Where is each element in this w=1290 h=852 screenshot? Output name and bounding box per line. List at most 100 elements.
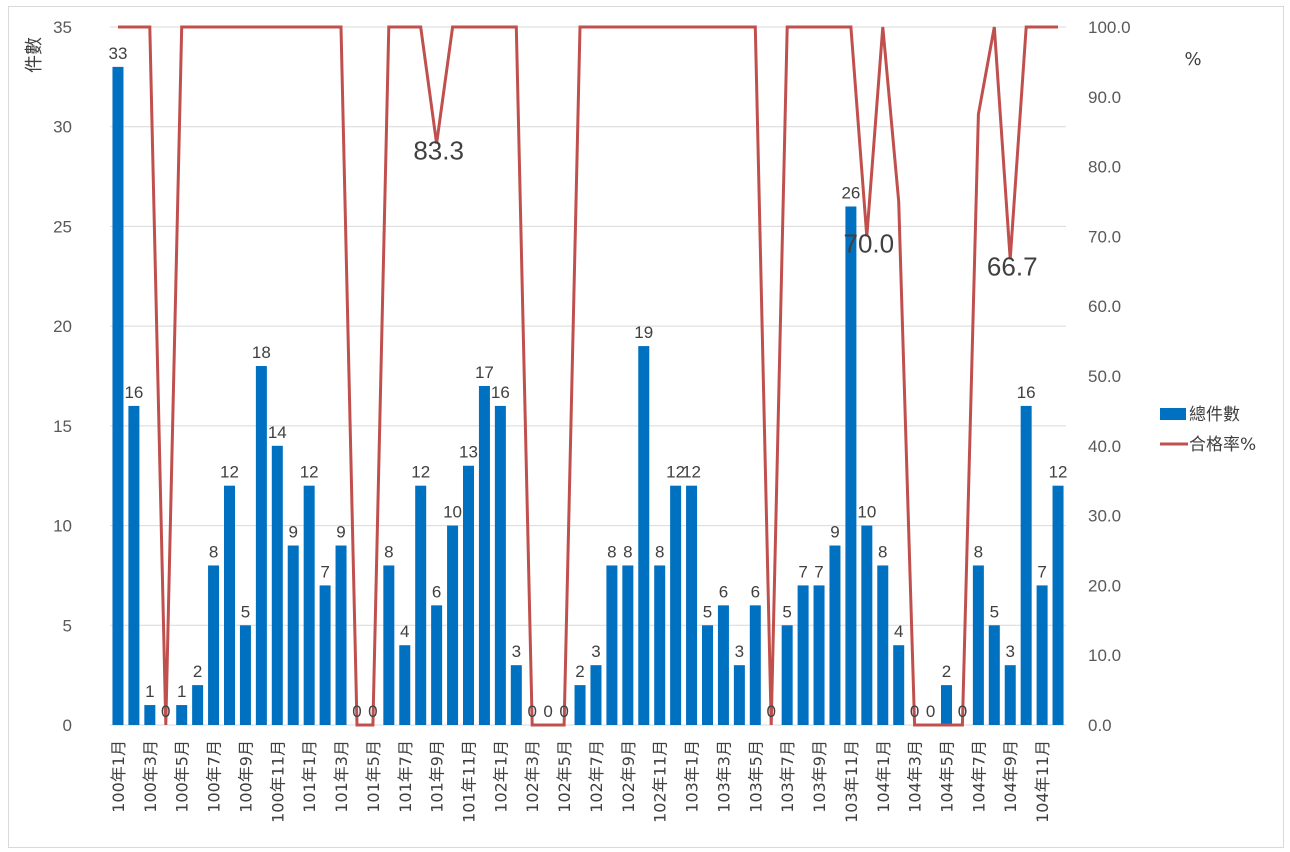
bar-data-label: 0: [766, 702, 775, 721]
left-tick-label: 25: [53, 217, 72, 236]
legend-line-label: 合格率%: [1189, 435, 1256, 455]
bar-data-label: 5: [703, 602, 712, 621]
bar-data-label: 3: [735, 642, 744, 661]
bar-data-label: 0: [910, 702, 919, 721]
bar-data-label: 13: [459, 443, 478, 462]
bar-data-label: 0: [926, 702, 935, 721]
bar-data-label: 7: [320, 562, 329, 581]
x-tick-label: 102年1月: [491, 740, 510, 813]
bar: [144, 705, 156, 725]
bar-data-label: 17: [475, 363, 494, 382]
bar: [590, 665, 602, 725]
bar: [1052, 485, 1064, 725]
line-series: [117, 25, 1059, 727]
bar-data-label: 9: [830, 523, 839, 542]
bar: [112, 66, 124, 725]
line-data-label: 83.3: [413, 136, 464, 166]
right-tick-label: 10.0: [1088, 646, 1121, 665]
x-tick-label: 102年3月: [523, 740, 542, 813]
bar-data-label: 6: [432, 582, 441, 601]
bar-data-label: 3: [591, 642, 600, 661]
bar-data-label: 33: [109, 44, 128, 63]
x-tick-label: 102年5月: [555, 740, 574, 813]
bar: [239, 625, 251, 725]
bar-data-label: 0: [161, 702, 170, 721]
right-tick-label: 100.0: [1088, 18, 1131, 37]
bar: [494, 405, 506, 725]
x-tick-label: 101年1月: [300, 740, 319, 813]
bar-data-label: 16: [124, 383, 143, 402]
bar: [447, 525, 459, 725]
left-axis-title: 件數: [24, 37, 45, 73]
x-tick-label: 102年11月: [651, 740, 670, 823]
bar-data-label: 0: [543, 702, 552, 721]
bar: [749, 605, 761, 725]
bar: [941, 685, 952, 725]
line-path: [118, 25, 1058, 727]
line-data-label: 66.7: [987, 251, 1038, 281]
bar: [128, 405, 140, 725]
bar: [192, 685, 204, 725]
bar: [829, 545, 841, 725]
x-tick-label: 100年7月: [205, 740, 224, 813]
bar-data-label: 2: [193, 662, 202, 681]
bar: [622, 565, 634, 725]
left-tick-label: 10: [53, 517, 72, 536]
bar: [781, 625, 793, 725]
x-tick-label: 103年3月: [714, 740, 733, 813]
bar-data-label: 6: [719, 582, 728, 601]
bar: [271, 445, 283, 725]
x-tick-label: 100年5月: [173, 740, 192, 813]
bar: [1004, 665, 1016, 725]
x-tick-label: 104年3月: [906, 740, 925, 813]
bar-data-label: 5: [782, 602, 791, 621]
bar-data-label: 1: [177, 682, 186, 701]
bar-data-label: 5: [241, 602, 250, 621]
right-tick-label: 60.0: [1088, 297, 1121, 316]
x-tick-label: 103年5月: [746, 740, 765, 813]
x-tick-label: 100年11月: [268, 740, 287, 823]
x-tick-label: 101年9月: [428, 740, 447, 813]
x-tick-label: 101年3月: [332, 740, 351, 813]
legend-bar-swatch: [1160, 408, 1186, 420]
x-tick-label: 103年9月: [810, 740, 829, 813]
bar-data-label: 4: [894, 622, 903, 641]
bar: [176, 705, 188, 725]
bar-data-label: 18: [252, 343, 271, 362]
x-tick-label: 101年5月: [364, 740, 383, 813]
right-tick-label: 80.0: [1088, 158, 1121, 177]
x-tick-label: 100年3月: [141, 740, 160, 813]
left-tick-label: 30: [53, 118, 72, 137]
bar-data-label: 3: [512, 642, 521, 661]
bar-data-label: 14: [268, 423, 287, 442]
left-axis-ticks: 0 5 10 15 20 25 30 35: [53, 18, 72, 735]
legend: 總件數 合格率%: [1160, 405, 1256, 455]
bar: [606, 565, 618, 725]
bar: [415, 485, 427, 725]
bar-data-label: 2: [575, 662, 584, 681]
bar: [1020, 405, 1032, 725]
bar: [813, 585, 825, 725]
gridlines: [110, 26, 1066, 726]
bar-data-label: 12: [682, 463, 701, 482]
x-tick-label: 103年1月: [683, 740, 702, 813]
bar-data-label: 4: [400, 622, 409, 641]
bar: [861, 525, 873, 725]
bar-data-label: 9: [336, 523, 345, 542]
bar: [877, 565, 889, 725]
x-tick-label: 104年11月: [1033, 740, 1052, 823]
x-tick-label: 100年9月: [236, 740, 255, 813]
line-data-label: 70.0: [844, 228, 895, 258]
bar: [797, 585, 809, 725]
bar: [287, 545, 299, 725]
x-tick-label: 104年1月: [874, 740, 893, 813]
bar-data-label: 2: [942, 662, 951, 681]
bar-data-label: 12: [1049, 463, 1068, 482]
bar-data-label: 8: [607, 542, 616, 561]
right-tick-label: 40.0: [1088, 437, 1121, 456]
bar: [208, 565, 220, 725]
right-tick-label: 0.0: [1088, 716, 1112, 735]
bar: [303, 485, 315, 725]
